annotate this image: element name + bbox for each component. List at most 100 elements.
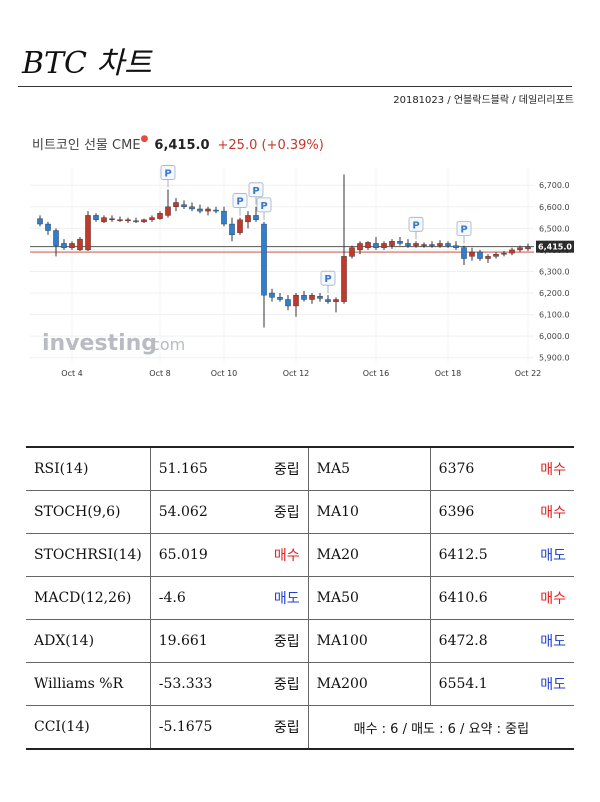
y-tick-label: 6,500.0 [539,224,570,233]
marker-box [320,270,336,286]
btc-chart: Oct 4 Oct 8 Oct 10 Oct 12 Oct 16 Oct 18 Oct 22… [26,126,576,388]
instrument-name: 비트코인 선물 CME [32,138,141,153]
x-axis-ticks: Oct 4 Oct 8 Oct 10 Oct 12 Oct 16 Oct 18 Oct 22 [61,369,541,378]
indicator-signal: 중립 [252,619,309,663]
candle-body [93,215,99,220]
ma-name: MA10 [308,490,431,534]
candle-body [149,217,155,220]
indicator-value: -53.333 [150,662,252,706]
x-tick-label: Oct 16 [363,369,390,378]
y-tick-label: 6,200.0 [539,289,570,298]
indicator-value: 51.165 [150,446,252,491]
candle-body [37,218,43,225]
ma-name: MA50 [308,576,431,620]
indicator-value: -5.1675 [150,705,252,750]
marker-label: P [236,197,243,208]
chart-grid [30,168,534,362]
candle-body [61,243,67,248]
ma-name: MA5 [308,446,431,491]
candle-body [349,247,355,257]
ma-value: 6472.8 [430,619,517,663]
ma-name: MA20 [308,533,431,577]
y-axis-ticks: 6,700.06,600.06,500.06,400.06,300.06,200… [539,181,570,362]
candle-body [517,247,523,251]
candle-body [269,292,275,298]
page-title: BTC 차트 [22,46,152,81]
indicator-value: 65.019 [150,533,252,577]
candle-body [237,219,243,233]
x-tick-label: Oct 18 [435,369,462,378]
candle-body [197,208,203,212]
ma-value: 6412.5 [430,533,517,577]
table-row: MACD(12,26) -4.6 매도 MA50 6410.6 매수 [26,576,574,620]
ma-signal: 매수 [516,446,574,491]
marker-label: P [460,225,467,236]
candle-body [469,251,475,257]
candle-body [325,299,331,302]
candle-body [261,223,267,296]
candle-body [173,202,179,208]
y-tick-label: 5,900.0 [539,354,570,363]
y-tick-label: 6,300.0 [539,267,570,276]
y-tick-label: 6,700.0 [539,181,570,190]
candle-body [69,243,75,248]
candle-body [277,297,283,300]
marker-label: P [324,274,331,285]
candle-body [189,206,195,210]
title-divider [18,86,572,87]
ma-value: 6376 [430,446,517,491]
y-tick-label: 6,600.0 [539,203,570,212]
table-row: Williams %R -53.333 중립 MA200 6554.1 매도 [26,662,574,706]
price-change: +25.0 (+0.39%) [217,138,324,153]
x-tick-label: Oct 10 [211,369,238,378]
ma-name: MA200 [308,662,431,706]
candle-body [389,241,395,246]
indicator-name: CCI(14) [26,705,151,750]
current-price: 6,415.0 [154,138,210,153]
indicator-name: RSI(14) [26,446,151,491]
table-row: CCI(14) -5.1675 중립 매수 : 6 / 매도 : 6 / 요약 : 중… [26,705,574,750]
candle-body [157,213,163,219]
y-tick-label: 6,100.0 [539,311,570,320]
indicator-value: -4.6 [150,576,252,620]
candle-body [285,299,291,307]
table-row: ADX(14) 19.661 중립 MA100 6472.8 매도 [26,619,574,663]
report-subline: 20181023 / 언블락드블락 / 데일리리포트 [393,95,574,106]
marker-box [456,221,472,236]
price-tag-text: 6,415.0 [538,243,572,252]
candle-body [205,208,211,212]
indicator-name: STOCH(9,6) [26,490,151,534]
candle-body [125,219,131,222]
marker-label: P [412,220,419,231]
candle-body [429,244,435,246]
candle-body [357,243,363,251]
ma-signal: 매수 [516,490,574,534]
marker-label: P [164,169,171,180]
candle-body [501,252,507,255]
candle-body [53,230,59,246]
candle-body [141,219,147,223]
indicator-name: MACD(12,26) [26,576,151,620]
candle-body [221,210,227,225]
candle-body [45,223,51,231]
ma-value: 6396 [430,490,517,534]
candles [37,174,531,328]
indicator-signal: 중립 [252,705,309,750]
candle-body [245,215,251,223]
candle-body [301,294,307,300]
candle-body [333,299,339,302]
indicator-signal: 중립 [252,446,309,491]
candle-body [397,241,403,244]
table-row: RSI(14) 51.165 중립 MA5 6376 매수 [26,446,574,491]
candle-body [213,209,219,212]
marker-box [256,197,272,213]
price-tag-box [536,240,574,253]
price-level-lines [30,246,534,253]
candle-body [485,256,491,259]
candle-body [253,215,259,220]
signal-summary: 매수 : 6 / 매도 : 6 / 요약 : 중립 [308,705,574,750]
candle-body [85,215,91,251]
candle-body [453,245,459,248]
candle-body [461,247,467,259]
